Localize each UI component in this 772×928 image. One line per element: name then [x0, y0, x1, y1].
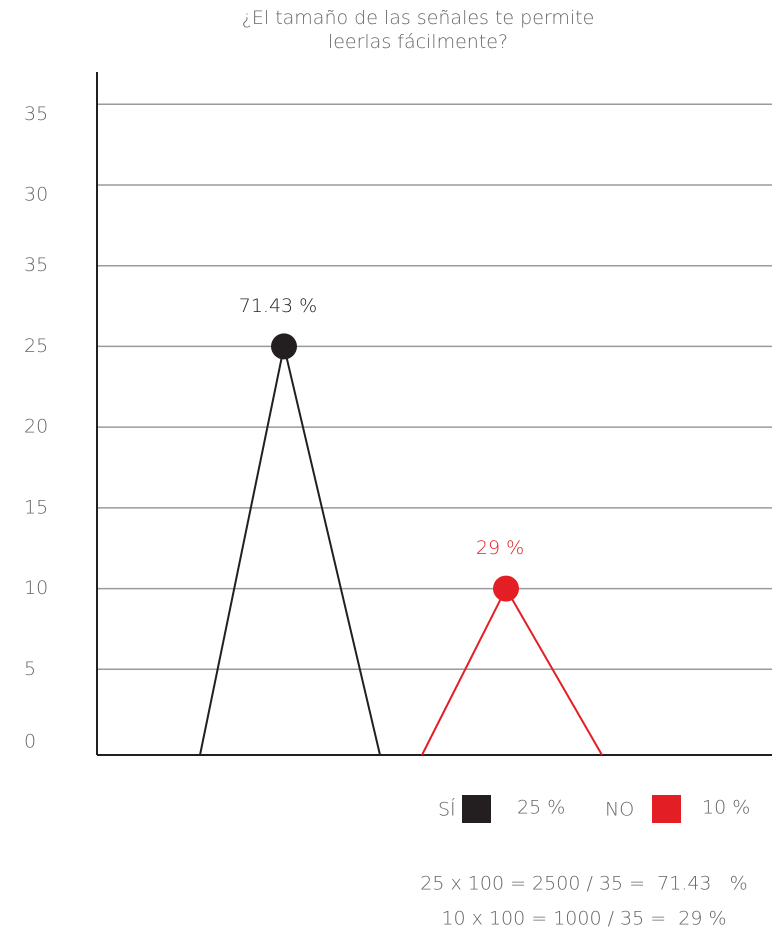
peak-annotation: 71.43 % [239, 295, 318, 317]
formula-note: 25 x 100 = 2500 / 35 = 71.43 % [420, 873, 747, 895]
formula-note: 10 x 100 = 1000 / 35 = 29 % [441, 908, 726, 928]
peak-point [493, 575, 519, 602]
y-tick-label: 10 [24, 577, 48, 599]
y-tick-label: 5 [24, 658, 36, 680]
y-tick-label: 35 [24, 254, 48, 276]
legend-value: 25 % [517, 797, 565, 819]
legend-swatch [652, 795, 681, 823]
y-tick-label: 25 [24, 335, 48, 357]
y-tick-label: 0 [24, 731, 36, 753]
legend-value: 10 % [702, 797, 750, 819]
legend-name: SÍ [438, 798, 456, 821]
peak-point [271, 333, 297, 360]
legend-name: NO [605, 799, 634, 821]
peak-line [199, 346, 381, 756]
y-tick-label: 15 [24, 496, 48, 518]
peak-line [421, 586, 603, 756]
y-tick-label: 30 [24, 184, 48, 206]
y-tick-label: 35 [24, 103, 48, 125]
y-tick-label: 20 [24, 416, 48, 438]
chart-title: ¿El tamaño de las señales te permite lee… [241, 7, 595, 53]
legend-swatch [462, 795, 491, 823]
peak-annotation: 29 % [476, 537, 524, 559]
